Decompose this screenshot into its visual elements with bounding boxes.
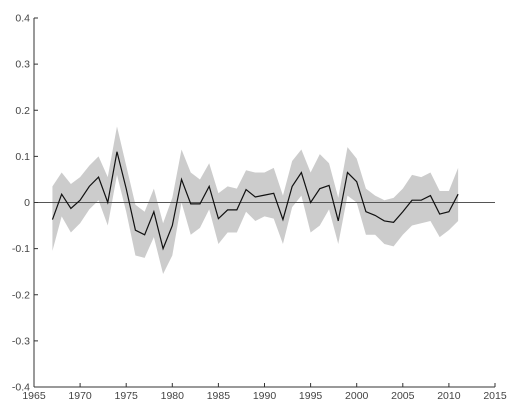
x-tick-label: 1965	[22, 390, 46, 402]
y-tick-label: 0.2	[15, 105, 30, 117]
confidence-band	[52, 126, 459, 274]
tick-labels: -0.4 -0.3 -0.2 -0.1 0 0.1 0.2 0.3 0.4 1965 1970 197…	[12, 13, 507, 403]
y-tick-label: -0.4	[12, 382, 30, 394]
x-tick-label: 1970	[68, 390, 92, 402]
x-tick-label: 1990	[253, 390, 277, 402]
x-tick-label: 1975	[115, 390, 139, 402]
y-tick-label: 0.4	[15, 13, 30, 25]
y-tick-label: 0.1	[15, 151, 30, 163]
x-tick-label: 2000	[345, 390, 369, 402]
x-tick-label: 1985	[207, 390, 231, 402]
series-line-layer	[51, 151, 459, 251]
x-tick-label: 1995	[299, 390, 323, 402]
series-line	[51, 151, 459, 251]
x-tick-label: 2015	[483, 390, 507, 402]
y-tick-label: -0.3	[12, 335, 30, 347]
y-tick-label: 0	[24, 197, 30, 209]
x-tick-label: 2010	[437, 390, 461, 402]
x-tick-label: 2005	[391, 390, 415, 402]
x-tick-label: 1980	[161, 390, 185, 402]
axes	[33, 17, 496, 388]
confidence-band-layer	[52, 126, 459, 274]
y-tick-label: -0.1	[12, 243, 30, 255]
y-tick-label: -0.2	[12, 289, 30, 301]
y-tick-label: 0.3	[15, 59, 30, 71]
